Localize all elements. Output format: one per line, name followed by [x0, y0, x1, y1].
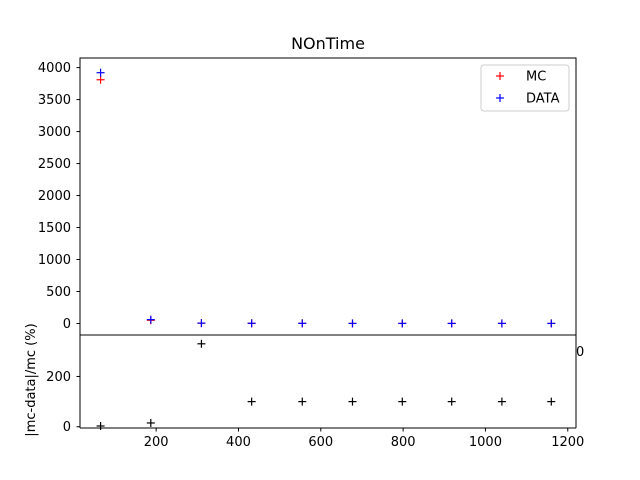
point-data — [298, 319, 307, 328]
point-ratio — [96, 421, 105, 430]
x-tick-label: 600 — [308, 435, 333, 450]
top-y-tick-label: 1500 — [38, 221, 71, 236]
bottom-plot-points — [96, 339, 556, 430]
bottom-y-tick-label: 200 — [46, 370, 71, 385]
point-data — [497, 319, 506, 328]
legend-label-data: DATA — [526, 92, 560, 107]
point-ratio — [146, 418, 155, 427]
top-plot-frame — [79, 57, 577, 336]
legend: MC DATA — [480, 64, 570, 112]
chart-title: NOnTime — [291, 34, 365, 53]
point-data — [447, 319, 456, 328]
top-y-tick-label: 2000 — [38, 189, 71, 204]
top-y-tick-label: 3500 — [38, 93, 71, 108]
bottom-x-axis: 200 400 600 800 1000 1200 — [144, 428, 584, 450]
point-ratio — [247, 397, 256, 406]
legend-marker-mc — [496, 72, 504, 80]
point-ratio — [197, 339, 206, 348]
legend-marker-data — [496, 94, 504, 102]
top-y-tick-label: 0 — [63, 317, 71, 332]
point-data — [348, 319, 357, 328]
point-ratio — [447, 397, 456, 406]
x-tick-label: 1200 — [551, 435, 584, 450]
bottom-y-axis: 0 200 — [46, 370, 80, 435]
x-tick-label: 200 — [144, 435, 169, 450]
bottom-y-tick-label: 0 — [63, 420, 71, 435]
top-y-tick-label: 4000 — [38, 61, 71, 76]
point-data — [247, 319, 256, 328]
point-ratio — [398, 397, 407, 406]
top-y-axis: 0 500 1000 1500 2000 2500 3000 3500 4000 — [38, 61, 80, 332]
point-mc — [96, 75, 105, 84]
bottom-plot: 0 200 200 400 600 800 1000 1200 |mc-data|/mc (… — [24, 323, 584, 450]
point-ratio — [547, 397, 556, 406]
top-y-tick-label: 1000 — [38, 253, 71, 268]
top-plot: 0 500 1000 1500 2000 2500 3000 3500 4000 — [38, 57, 577, 336]
legend-label-mc: MC — [526, 70, 546, 85]
x-tick-label: 800 — [391, 435, 416, 450]
bottom-y-axis-label: |mc-data|/mc (%) — [24, 323, 39, 436]
x-tick-label: 1000 — [469, 435, 502, 450]
top-y-tick-label: 500 — [46, 285, 71, 300]
point-ratio — [348, 397, 357, 406]
top-plot-points — [96, 68, 556, 328]
x-tick-label: 400 — [226, 435, 251, 450]
overflow-tick-label: 0 — [576, 345, 584, 360]
point-ratio — [298, 397, 307, 406]
point-data — [96, 68, 105, 77]
top-y-tick-label: 3000 — [38, 125, 71, 140]
top-y-tick-label: 2500 — [38, 157, 71, 172]
point-data — [146, 315, 155, 324]
point-ratio — [497, 397, 506, 406]
point-data — [197, 319, 206, 328]
point-data — [398, 319, 407, 328]
point-data — [547, 319, 556, 328]
